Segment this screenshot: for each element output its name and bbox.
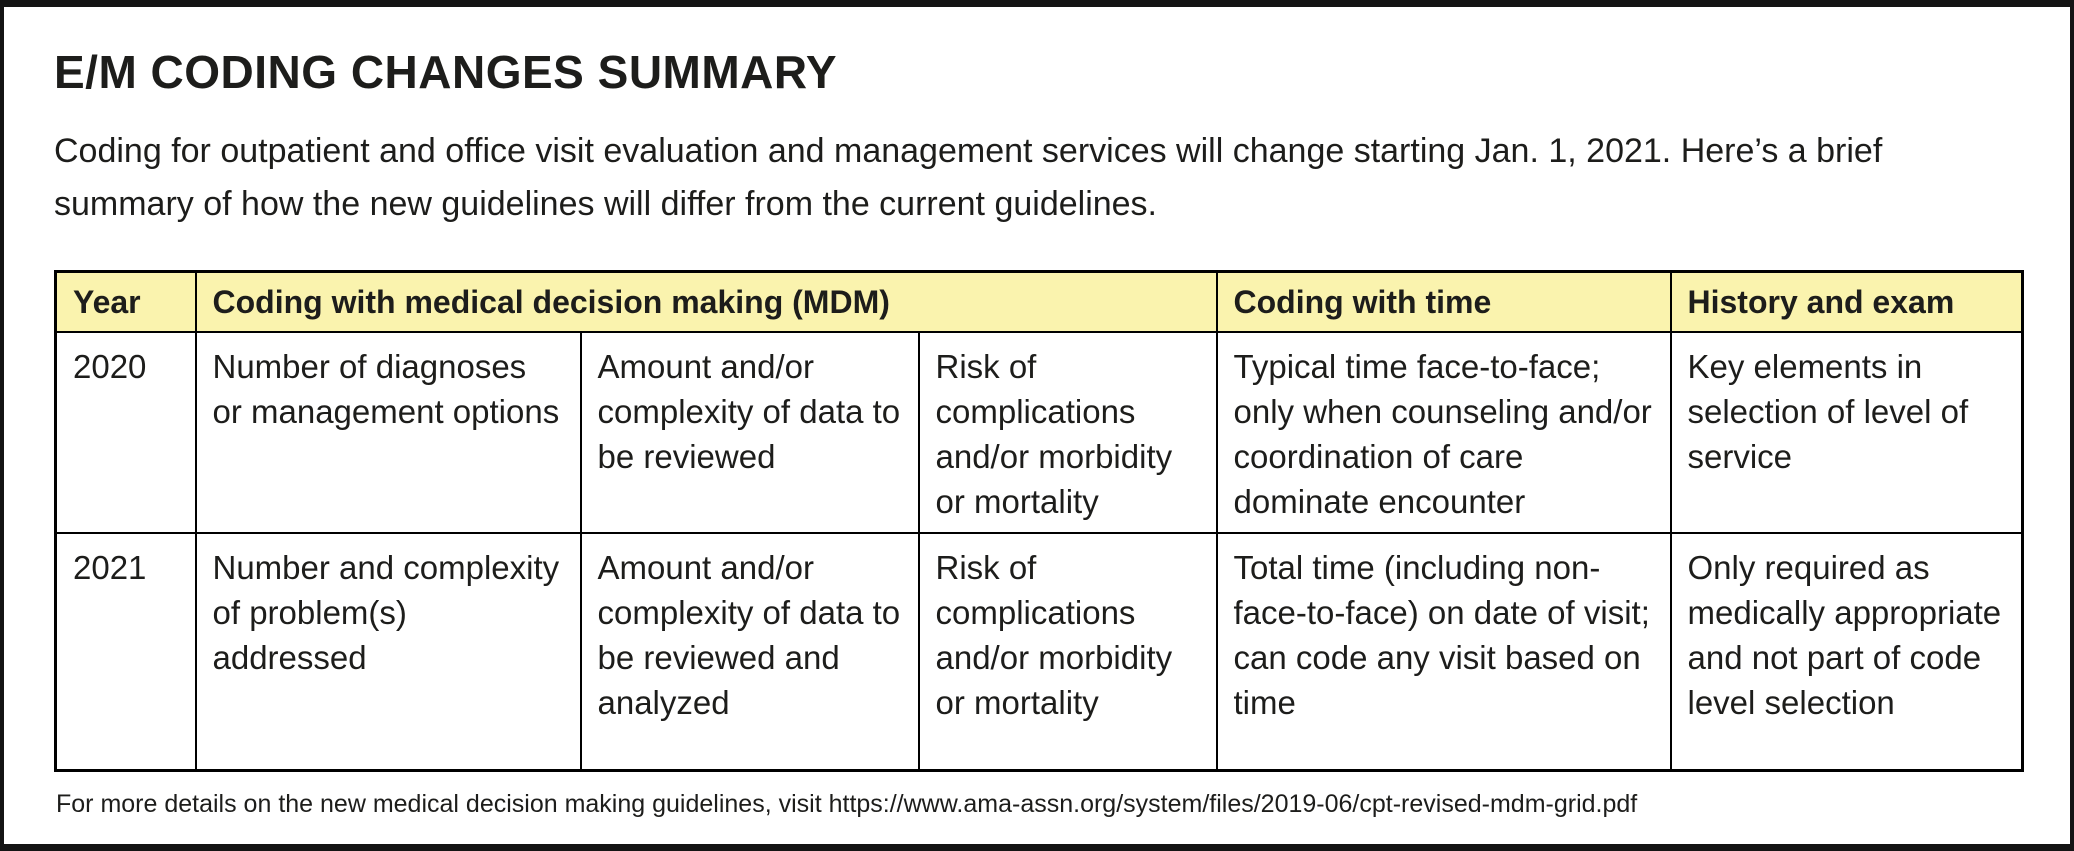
cell-2021-mdm-risk: Risk of complications and/or morbidity o… [917,532,1218,772]
footnote: For more details on the new medical deci… [56,789,1638,818]
cell-2021-time: Total time (including non-face-to-face) … [1215,532,1672,772]
table-row-2021: 2021 Number and complexity of problem(s)… [54,532,2024,772]
page-title: E/M CODING CHANGES SUMMARY [54,46,838,98]
cell-2020-time: Typical time face-to-face; only when cou… [1215,330,1672,535]
table-header-row: Year Coding with medical decision making… [54,270,2024,333]
cell-2021-year: 2021 [54,532,197,772]
header-cell-mdm: Coding with medical decision making (MDM… [194,270,1218,333]
cell-2020-history: Key elements in selection of level of se… [1669,330,2024,535]
header-cell-history: History and exam [1669,270,2024,333]
cell-2021-mdm-data: Amount and/or complexity of data to be r… [579,532,920,772]
cell-2021-mdm-problems: Number and complexity of problem(s) addr… [194,532,582,772]
header-cell-year: Year [54,270,197,333]
cell-2020-mdm-data: Amount and/or complexity of data to be r… [579,330,920,535]
cell-2020-year: 2020 [54,330,197,535]
summary-table: Year Coding with medical decision making… [54,270,2024,772]
header-cell-time: Coding with time [1215,270,1672,333]
cell-2020-mdm-diagnoses: Number of diagnoses or management option… [194,330,582,535]
cell-2021-history: Only required as medically appropriate a… [1669,532,2024,772]
cell-2020-mdm-risk: Risk of complications and/or morbidity o… [917,330,1218,535]
intro-paragraph: Coding for outpatient and office visit e… [54,132,1883,223]
table-row-2020: 2020 Number of diagnoses or management o… [54,330,2024,535]
